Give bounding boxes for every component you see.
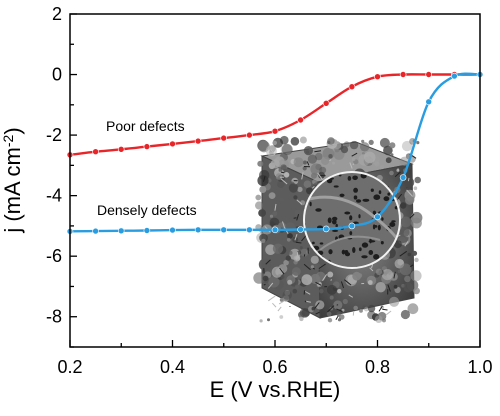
y-axis-title-main: j (mA cm	[0, 147, 25, 234]
series-1-point-2	[117, 227, 125, 235]
tick-labels: 0.2 0.4 0.6 0.8 1.0 2 0 -2 -4 -6 -8	[46, 4, 493, 377]
series-0-point-10	[322, 100, 330, 107]
series-0-point-1	[92, 148, 99, 155]
series-1-point-10	[322, 225, 330, 233]
y-axis-title-exponent: -2	[0, 134, 16, 147]
x-tick-label-0: 0.2	[57, 357, 82, 377]
series-1-point-3	[143, 227, 151, 234]
series-0-point-3	[143, 143, 151, 150]
series-0-point-7	[246, 131, 253, 139]
x-tick-label-2: 0.6	[262, 357, 287, 377]
series-1-point-1	[92, 227, 99, 235]
series-1-point-6	[220, 226, 227, 234]
x-tick-label-4: 1.0	[467, 357, 492, 377]
series-0-point-8	[271, 127, 279, 135]
y-tick-label-3: -4	[46, 186, 62, 206]
series-0-point-12	[374, 73, 381, 80]
series-1-point-11	[348, 222, 356, 230]
series-1-point-14	[425, 98, 433, 106]
y-tick-label-0: 2	[52, 4, 62, 24]
y-tick-label-2: -2	[46, 125, 62, 145]
x-tick-label-3: 0.8	[365, 357, 390, 377]
series-0-point-4	[169, 140, 176, 148]
series-1-point-4	[169, 226, 176, 234]
annotation-poor-defects: Poor defects	[106, 118, 185, 134]
series-1-point-15	[451, 72, 458, 80]
y-tick-label-4: -6	[46, 246, 62, 266]
y-tick-label-1: 0	[52, 65, 62, 85]
series-1-point-5	[194, 226, 202, 234]
series-1-point-12	[374, 213, 381, 221]
series-0-point-13	[399, 71, 407, 78]
y-axis-title: j (mA cm-2)	[0, 127, 25, 233]
y-axis-title-close: )	[0, 127, 25, 134]
x-tick-label-1: 0.4	[160, 357, 185, 377]
series-0-point-14	[425, 71, 433, 78]
series-1-point-9	[297, 226, 304, 233]
x-axis-title: E (V vs.RHE)	[210, 377, 341, 402]
porous-carbon-cube-image	[253, 135, 423, 324]
series-1-point-8	[271, 226, 279, 234]
annotation-densely-defects: Densely defects	[97, 202, 197, 218]
series-1-point-7	[246, 226, 253, 234]
series-0-point-9	[297, 116, 304, 124]
series-1-point-13	[399, 174, 407, 181]
series-0-point-11	[348, 83, 356, 90]
series-0-point-6	[220, 134, 227, 142]
y-tick-label-5: -8	[46, 307, 62, 327]
axis-ticks	[69, 13, 481, 348]
series-0-point-2	[117, 146, 125, 153]
series-0-point-5	[194, 137, 202, 145]
